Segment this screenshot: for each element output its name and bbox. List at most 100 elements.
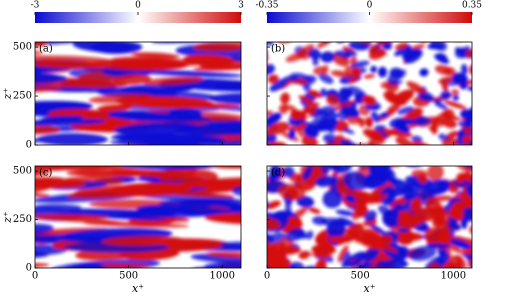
field-blob: [411, 140, 434, 145]
field-blob: [410, 197, 422, 213]
field-blob: [35, 177, 64, 183]
field-blob: [335, 209, 356, 217]
field-blob: [302, 166, 313, 181]
field-blob: [35, 223, 54, 236]
colorbar-tick-label: -0.35: [255, 1, 278, 11]
field-blob: [320, 51, 335, 63]
z-axis-label: z⁺: [1, 88, 14, 101]
field-blob: [467, 85, 472, 92]
field-blob: [113, 122, 201, 136]
field-blob: [465, 78, 472, 85]
field-blob: [441, 81, 449, 92]
field-blob: [363, 74, 376, 79]
field-blob: [474, 187, 493, 207]
field-blob: [452, 94, 459, 102]
field-blob: [35, 215, 123, 224]
field-blob: [320, 166, 331, 175]
field-blob: [340, 106, 360, 118]
field-blob: [371, 166, 396, 182]
colorbar: [267, 12, 472, 23]
colorbar: [35, 12, 241, 23]
field-blob: [146, 141, 205, 145]
field-blob: [397, 106, 414, 115]
field-blob: [370, 65, 378, 73]
field-blob: [380, 186, 397, 206]
field-blob: [362, 128, 384, 141]
field: [239, 33, 501, 152]
field-blob: [406, 81, 427, 96]
field-blob: [274, 246, 302, 256]
field-blob: [364, 210, 377, 222]
field-blobs: [35, 42, 241, 155]
field-blob: [174, 140, 241, 145]
field-blob: [329, 166, 353, 174]
field-blob: [247, 209, 264, 222]
field-blob: [226, 55, 241, 62]
field-blob: [178, 198, 220, 208]
field-blob: [239, 89, 255, 101]
field-blob: [267, 110, 274, 117]
field-blob: [231, 185, 241, 198]
field-blob: [451, 33, 467, 41]
field-blob: [242, 88, 253, 98]
field-blob: [208, 92, 241, 105]
colorbar-tick-label: 0: [367, 1, 373, 11]
panel-frame: [34, 165, 242, 269]
field-blob: [351, 230, 373, 245]
field-blob: [388, 97, 406, 105]
field-blob: [462, 253, 472, 263]
z-tick-label: 250: [13, 214, 32, 225]
field-blob: [369, 194, 388, 205]
field-blob: [90, 263, 151, 268]
field: [35, 166, 241, 268]
colorbar-tick-label: -3: [31, 1, 40, 11]
field-blob: [267, 74, 279, 84]
field-blob: [482, 55, 501, 69]
field-blob: [457, 121, 472, 128]
field-blob: [474, 251, 501, 270]
field-blob: [369, 44, 379, 56]
field-blob: [411, 169, 428, 178]
field-blob: [456, 172, 466, 184]
field-blob: [322, 189, 343, 209]
field-blob: [375, 260, 390, 268]
field-blobs: [35, 166, 241, 268]
field-blob: [35, 244, 68, 256]
x-tick-label: 500: [119, 271, 138, 282]
field-blob: [108, 110, 174, 122]
field-blob: [460, 63, 468, 75]
field-blob: [343, 171, 370, 191]
field-blob: [109, 182, 192, 197]
field-blob: [426, 243, 451, 249]
field-blob: [475, 125, 484, 133]
field-blob: [436, 52, 448, 62]
field-blob: [483, 187, 495, 203]
field-blob: [267, 64, 275, 75]
field-blob: [432, 195, 454, 202]
field-blob: [327, 124, 336, 134]
field-blob: [402, 232, 424, 241]
x-tick-label: 500: [351, 271, 370, 282]
field-blob: [304, 101, 320, 112]
field-blob: [463, 166, 472, 173]
field-blob: [115, 144, 152, 155]
field-blob: [49, 108, 99, 116]
field-blob: [485, 230, 498, 246]
field-blob: [35, 166, 122, 169]
field-blob: [348, 258, 363, 268]
x-axis-label: x⁺: [132, 282, 144, 295]
field-blob: [377, 66, 388, 78]
field-blob: [373, 124, 387, 132]
field-blob: [427, 43, 444, 50]
field-blob: [358, 121, 366, 128]
field-blob: [474, 142, 489, 152]
field-blob: [267, 135, 269, 145]
field-blob: [240, 33, 261, 50]
field-blob: [341, 251, 351, 268]
field-blob: [305, 230, 314, 240]
field-blob: [296, 44, 315, 57]
field-blob: [267, 121, 290, 135]
z-tick-label: 0: [26, 263, 32, 274]
field-blob: [247, 247, 264, 258]
